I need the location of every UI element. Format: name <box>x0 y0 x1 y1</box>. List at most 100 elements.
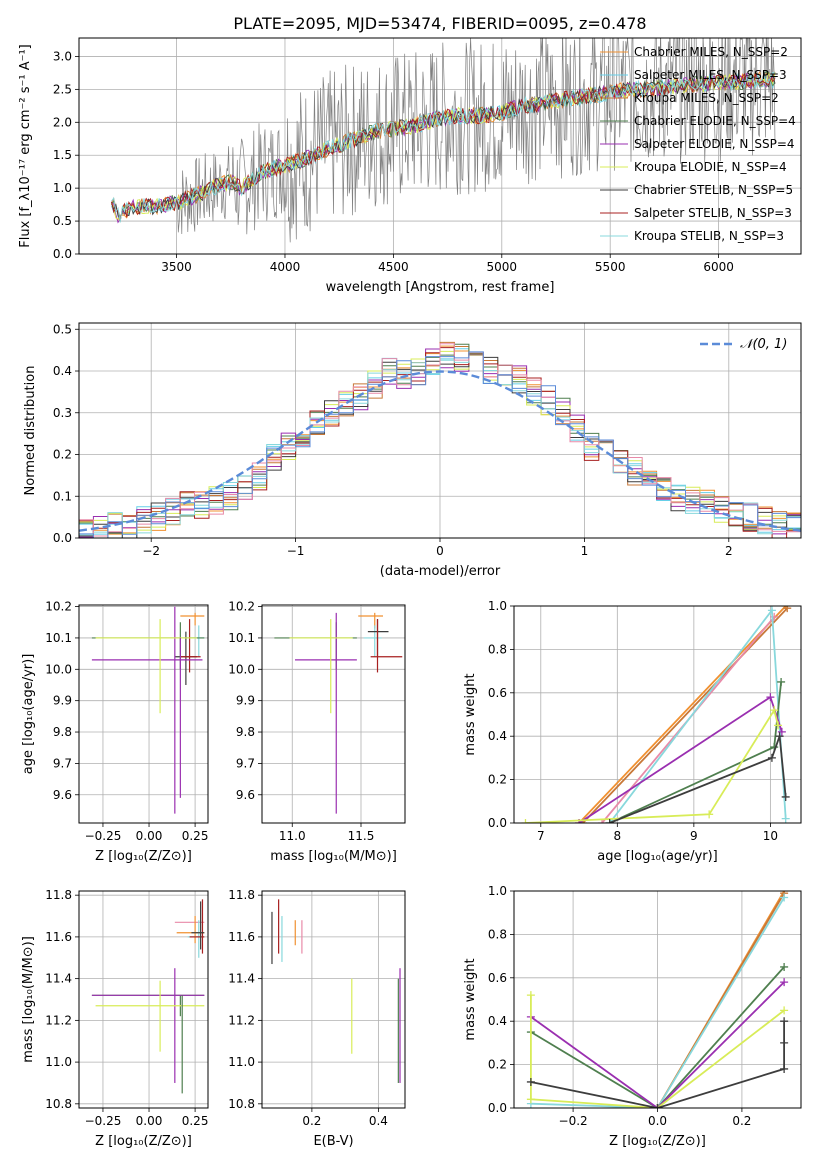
x-tick-label: −0.2 <box>559 1114 588 1128</box>
axes-frame <box>513 605 802 824</box>
y-tick-label: 9.7 <box>236 756 255 770</box>
weight-marker <box>775 732 784 741</box>
x-tick-label: 5000 <box>487 260 518 274</box>
plot-area <box>274 612 403 814</box>
y-tick-label: 0.0 <box>488 816 507 830</box>
plot-area <box>271 899 401 1083</box>
y-tick-label: 9.6 <box>53 788 72 802</box>
weight-marker <box>605 819 614 823</box>
legend-label: Salpeter STELIB, N_SSP=3 <box>634 206 792 220</box>
weight-marker <box>777 677 786 686</box>
weight-marker <box>770 706 779 715</box>
axes-spectrum: 3500 4000 4500 5000 5500 6000 0.0 0.5 1.0 1.5 2.0 2… <box>18 37 802 295</box>
axes-frame <box>261 890 406 1109</box>
spectrum-data-line <box>176 38 776 243</box>
y-tick-label: 11.2 <box>45 1013 72 1027</box>
x-tick-label: −2 <box>142 544 160 558</box>
y-axis-label: Flux [f_λ10⁻¹⁷ erg cm⁻² s⁻¹ A⁻¹] <box>18 44 33 248</box>
weight-marker <box>766 693 775 702</box>
y-tick-label: 0.8 <box>488 927 507 941</box>
legend-label: Kroupa MILES, N_SSP=2 <box>634 91 779 105</box>
x-axis-label: (data-model)/error <box>380 564 501 579</box>
weight-marker <box>767 606 776 615</box>
y-tick-label: 11.6 <box>45 930 72 944</box>
x-tick-label: 8 <box>613 829 621 843</box>
plot-area <box>91 606 205 814</box>
x-tick-label: 0.25 <box>182 1114 209 1128</box>
y-tick-label: 11.0 <box>228 1055 255 1069</box>
y-tick-label: 9.7 <box>53 756 72 770</box>
axes-frame <box>261 604 406 824</box>
weight-marker <box>777 727 786 736</box>
x-tick-label: 4500 <box>378 260 409 274</box>
y-axis-label: age [log₁₀(age/yr)] <box>21 654 36 775</box>
weight-marker <box>767 753 776 762</box>
axes-frame <box>78 604 209 824</box>
x-tick-label: 6000 <box>703 260 734 274</box>
weight-marker <box>705 810 714 819</box>
plot-area <box>111 38 776 243</box>
x-tick-label: −0.25 <box>85 829 122 843</box>
x-tick-label: −1 <box>287 544 305 558</box>
weight-marker <box>780 893 789 902</box>
x-axis-label: wavelength [Angstrom, rest frame] <box>326 280 555 295</box>
x-tick-label: 0.00 <box>136 1114 163 1128</box>
x-tick-label: 11.5 <box>348 829 375 843</box>
axes-frame <box>78 890 209 1109</box>
x-tick-label: 10 <box>763 829 778 843</box>
x-axis-label: Z [log₁₀(Z/Z⊙)] <box>95 849 192 864</box>
weight-line-4 <box>608 607 787 823</box>
model-line-9 <box>111 71 776 223</box>
grid <box>79 891 208 1108</box>
error-point-4 <box>370 619 403 673</box>
x-tick-label: 0 <box>436 544 444 558</box>
plot-area <box>91 899 205 1094</box>
x-tick-label: 5500 <box>595 260 626 274</box>
plot-area <box>521 606 792 823</box>
axes-frame <box>513 890 802 1109</box>
error-point-5 <box>191 901 205 950</box>
y-tick-label: 1.0 <box>488 884 507 898</box>
weight-line-5 <box>530 981 785 1108</box>
weight-line-3 <box>530 897 785 1108</box>
y-tick-label: 10.1 <box>45 631 72 645</box>
y-tick-label: 10.8 <box>228 1097 255 1111</box>
y-tick-label: 2.0 <box>53 115 72 129</box>
x-tick-label: 11.0 <box>279 829 306 843</box>
legend: 𝒩(0, 1) <box>700 337 787 352</box>
x-tick-label: 0.25 <box>182 829 209 843</box>
figure-title: PLATE=2095, MJD=53474, FIBERID=0095, z=0… <box>233 14 646 33</box>
legend-label: Kroupa ELODIE, N_SSP=4 <box>634 160 787 174</box>
y-axis-label: mass [log₁₀(M/M⊙)] <box>21 936 36 1063</box>
weight-marker <box>521 819 530 823</box>
y-tick-label: 0.0 <box>53 531 72 545</box>
y-tick-label: 9.8 <box>53 725 72 739</box>
y-tick-label: 9.8 <box>236 725 255 739</box>
weight-marker <box>783 606 792 613</box>
weight-marker <box>780 962 789 971</box>
weight-marker <box>653 1104 662 1108</box>
y-tick-label: 1.5 <box>53 148 72 162</box>
y-tick-label: 0.1 <box>53 489 72 503</box>
y-tick-label: 0.6 <box>488 686 507 700</box>
error-point-1 <box>358 612 383 629</box>
x-tick-label: 7 <box>537 829 545 843</box>
weight-marker <box>598 819 607 823</box>
y-tick-label: 11.4 <box>45 972 72 986</box>
error-point-4 <box>180 619 201 673</box>
weight-marker <box>780 1038 789 1047</box>
weight-line-1 <box>578 606 787 823</box>
weight-marker <box>526 1077 535 1086</box>
weight-marker <box>526 1095 535 1104</box>
x-axis-label: E(B-V) <box>313 1134 353 1149</box>
legend-label: Salpeter ELODIE, N_SSP=4 <box>634 137 795 151</box>
y-axis-label: mass weight <box>463 958 478 1040</box>
x-axis-label: Z [log₁₀(Z/Z⊙)] <box>609 1134 706 1149</box>
weight-line-6 <box>530 995 785 1108</box>
y-tick-label: 0.0 <box>53 247 72 261</box>
plot-area <box>79 341 801 538</box>
y-axis-label: Normed distribution <box>23 366 38 496</box>
weight-marker <box>780 1017 789 1026</box>
error-point-1 <box>180 612 205 626</box>
